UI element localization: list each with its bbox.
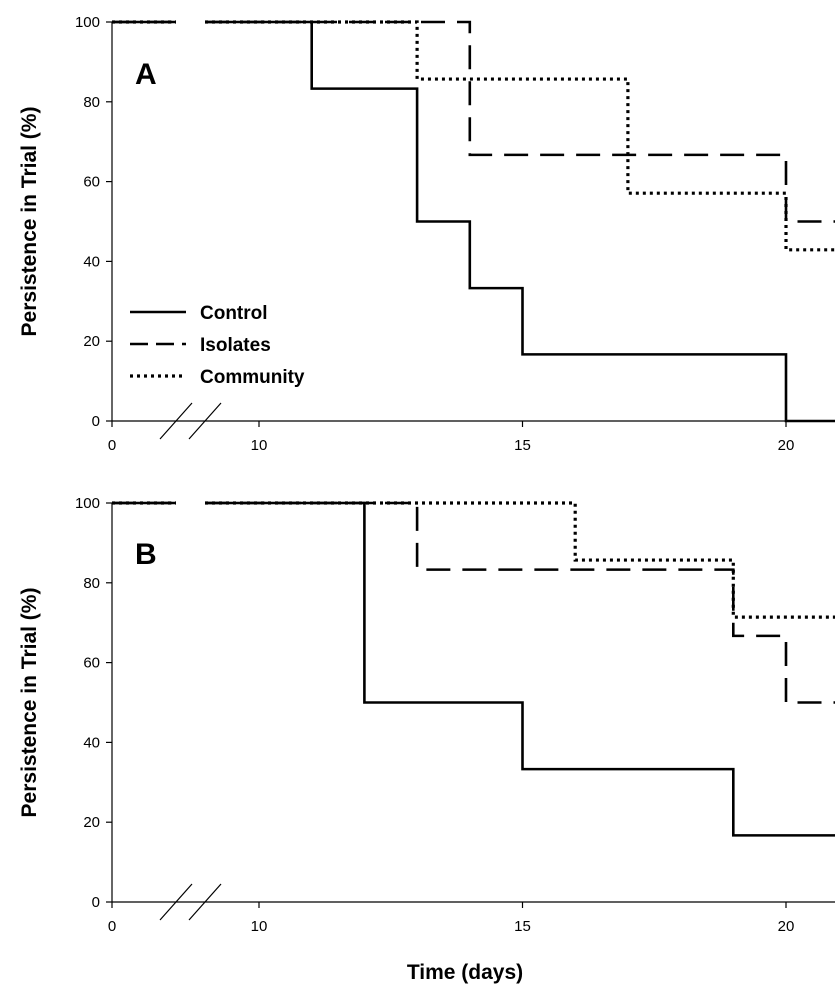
series-line-control [112,501,835,837]
series-line-isolates [112,501,835,704]
y-tick-label: 20 [83,333,100,350]
series-line-control [112,20,835,423]
series-line-isolates [112,20,835,223]
axis-break-mark [188,883,222,921]
legend-label-isolates: Isolates [200,335,271,356]
panel-label: A [135,58,157,91]
panel-label: B [135,538,157,571]
x-tick-label: 0 [108,918,116,935]
y-tick-label: 100 [75,14,100,31]
chart-panel-2: 0 20 40 60 80 100 0 10 15 20 B Persistence in Trial… [18,495,835,984]
chart-panel-1: 0 20 40 60 80 100 0 10 15 20 A Persistence in Trial… [18,14,835,454]
y-axis-title: Persistence in Trial (%) [18,588,41,818]
x-tick-label: 15 [514,918,531,935]
y-tick-label: 40 [83,734,100,751]
y-tick-label: 60 [83,655,100,672]
x-tick-label: 20 [778,437,795,454]
x-tick-label: 20 [778,918,795,935]
x-tick-label: 15 [514,437,531,454]
x-tick-label: 10 [251,918,268,935]
legend-label-community: Community [200,367,305,388]
x-tick-label: 0 [108,437,116,454]
series-line-community [112,501,835,619]
axis-break-mark [159,883,193,921]
y-tick-label: 60 [83,174,100,191]
legend-label-control: Control [200,303,268,324]
axis-break-mark [159,402,193,440]
y-axis-title: Persistence in Trial (%) [18,107,41,337]
y-tick-label: 80 [83,575,100,592]
x-axis-title: Time (days) [407,961,523,984]
y-tick-label: 80 [83,94,100,111]
y-tick-label: 0 [92,413,100,430]
x-tick-label: 10 [251,437,268,454]
series-line-community [112,20,835,252]
y-tick-label: 0 [92,894,100,911]
y-tick-label: 40 [83,253,100,270]
axis-break-mark [188,402,222,440]
legend: Control Isolates Community [130,303,305,388]
y-tick-label: 100 [75,495,100,512]
y-tick-label: 20 [83,814,100,831]
